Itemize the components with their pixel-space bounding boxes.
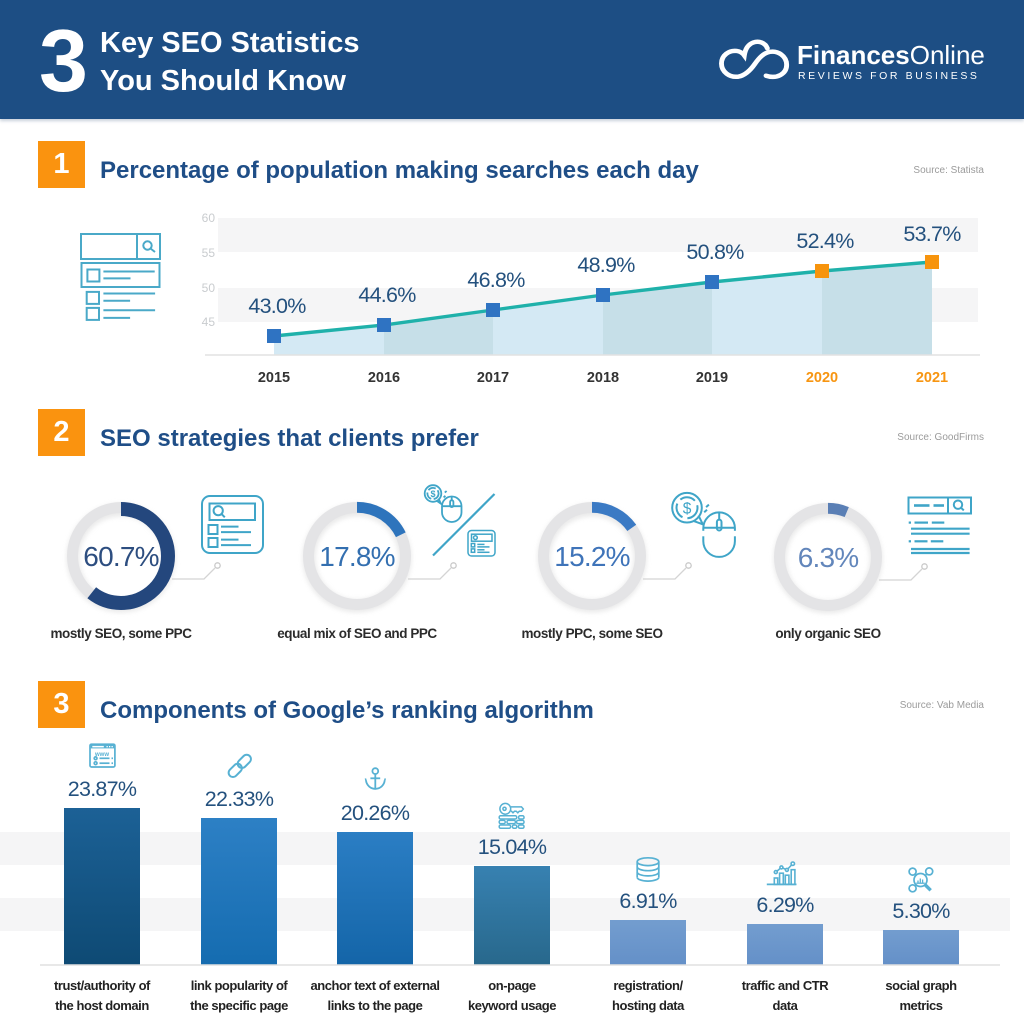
svg-text:6.91%: 6.91% [619, 889, 677, 913]
svg-text:traffic and CTR: traffic and CTR [742, 978, 829, 993]
svg-text:data: data [773, 998, 799, 1013]
svg-text:the specific page: the specific page [190, 998, 288, 1013]
svg-text:keyword usage: keyword usage [468, 998, 556, 1013]
svg-text:FinancesOnline: FinancesOnline [797, 40, 985, 70]
svg-text:46.8%: 46.8% [467, 268, 525, 292]
svg-text:43.0%: 43.0% [248, 294, 306, 318]
svg-text:6.29%: 6.29% [756, 893, 814, 917]
svg-text:48.9%: 48.9% [577, 253, 635, 277]
svg-text:on-page: on-page [488, 978, 536, 993]
svg-text:55: 55 [202, 246, 216, 260]
svg-text:$: $ [683, 501, 692, 518]
svg-text:registration/: registration/ [613, 978, 683, 993]
svg-text:20.26%: 20.26% [341, 801, 410, 825]
svg-text:REVIEWS FOR BUSINESS: REVIEWS FOR BUSINESS [798, 70, 980, 82]
svg-text:15.04%: 15.04% [478, 835, 547, 859]
svg-text:2016: 2016 [368, 370, 400, 386]
svg-text:link popularity of: link popularity of [191, 978, 289, 993]
svg-text:15.2%: 15.2% [554, 541, 629, 572]
svg-text:social graph: social graph [885, 978, 957, 993]
svg-text:6.3%: 6.3% [798, 542, 859, 573]
svg-text:the host domain: the host domain [55, 998, 149, 1013]
svg-text:hosting data: hosting data [612, 998, 685, 1013]
svg-text:44.6%: 44.6% [358, 283, 416, 307]
svg-text:50: 50 [202, 281, 216, 295]
svg-text:metrics: metrics [899, 998, 942, 1013]
svg-text:2015: 2015 [258, 370, 290, 386]
svg-text:anchor text of external: anchor text of external [310, 978, 439, 993]
svg-text:2019: 2019 [696, 370, 728, 386]
svg-text:23.87%: 23.87% [68, 777, 137, 801]
svg-text:2020: 2020 [806, 370, 838, 386]
svg-text:45: 45 [202, 315, 216, 329]
svg-text:22.33%: 22.33% [205, 787, 274, 811]
svg-text:53.7%: 53.7% [903, 222, 961, 246]
svg-text:2017: 2017 [477, 370, 509, 386]
svg-text:52.4%: 52.4% [796, 229, 854, 253]
svg-text:17.8%: 17.8% [319, 541, 394, 572]
svg-text:50.8%: 50.8% [686, 240, 744, 264]
svg-text:2018: 2018 [587, 370, 619, 386]
svg-text:60.7%: 60.7% [83, 541, 158, 572]
svg-text:2021: 2021 [916, 370, 948, 386]
svg-text:60: 60 [202, 211, 216, 225]
svg-text:5.30%: 5.30% [892, 899, 950, 923]
svg-text:links to the page: links to the page [328, 998, 423, 1013]
svg-text:$: $ [430, 489, 435, 499]
svg-text:trust/authority of: trust/authority of [54, 978, 151, 993]
svg-text:www: www [94, 752, 109, 758]
